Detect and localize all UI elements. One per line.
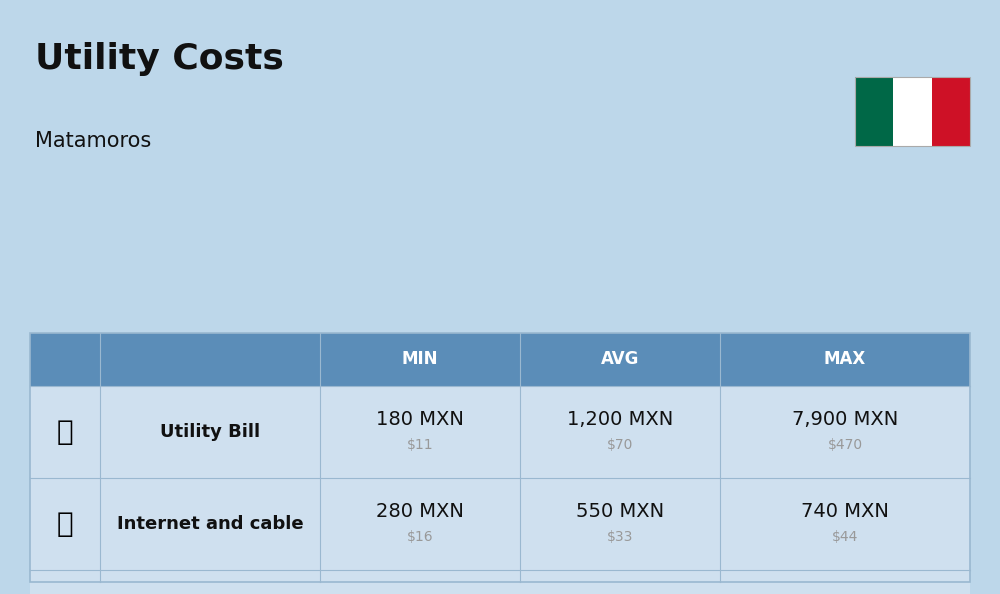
Text: Utility Bill: Utility Bill: [160, 423, 260, 441]
Bar: [30, 570, 970, 594]
Bar: [855, 77, 893, 146]
Text: $44: $44: [832, 530, 858, 544]
Bar: [30, 386, 970, 478]
Text: 📡: 📡: [57, 510, 73, 538]
Text: 🔧: 🔧: [57, 418, 73, 446]
Text: 740 MXN: 740 MXN: [801, 502, 889, 520]
Text: 550 MXN: 550 MXN: [576, 502, 664, 520]
Text: 1,200 MXN: 1,200 MXN: [567, 410, 673, 428]
Text: MIN: MIN: [402, 350, 438, 368]
Text: $70: $70: [607, 438, 633, 452]
Text: $33: $33: [607, 530, 633, 544]
Text: MAX: MAX: [824, 350, 866, 368]
Bar: [932, 77, 970, 146]
Text: 180 MXN: 180 MXN: [376, 410, 464, 428]
Bar: [30, 333, 970, 386]
Text: $16: $16: [407, 530, 433, 544]
Text: $11: $11: [407, 438, 433, 452]
Text: AVG: AVG: [601, 350, 639, 368]
Text: $470: $470: [827, 438, 863, 452]
Bar: [855, 77, 970, 146]
Text: Internet and cable: Internet and cable: [117, 515, 303, 533]
Text: Matamoros: Matamoros: [35, 131, 151, 151]
Text: Utility Costs: Utility Costs: [35, 42, 284, 75]
Text: 7,900 MXN: 7,900 MXN: [792, 410, 898, 428]
Bar: [30, 333, 970, 582]
Text: 280 MXN: 280 MXN: [376, 502, 464, 520]
Bar: [893, 77, 932, 146]
Bar: [30, 478, 970, 570]
